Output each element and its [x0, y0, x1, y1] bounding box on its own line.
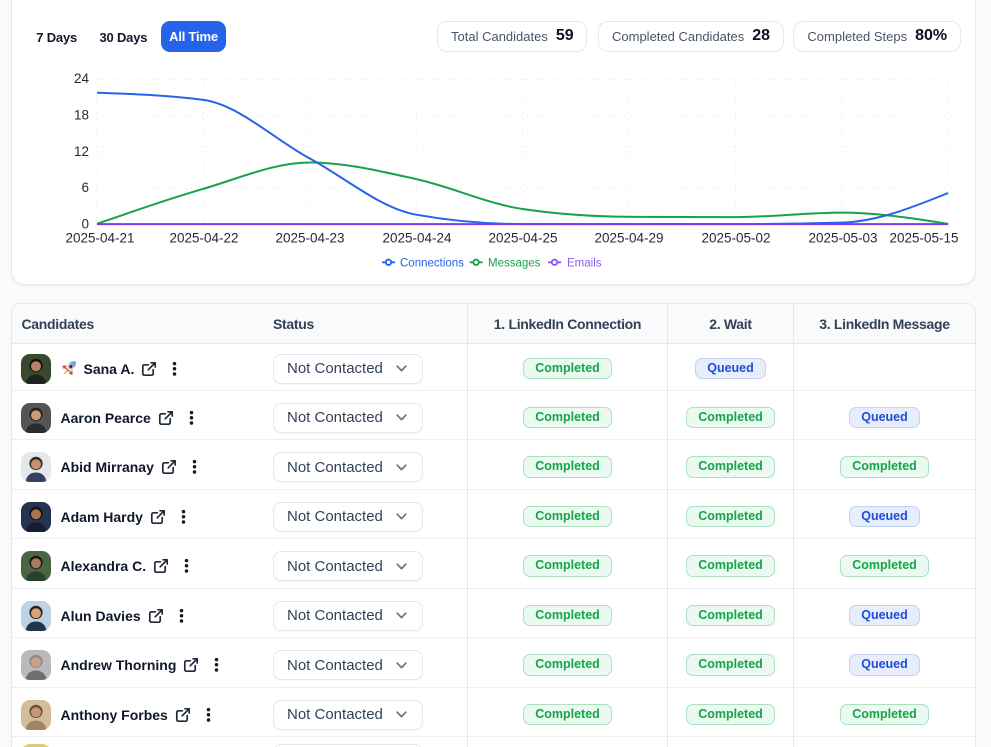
svg-text:0: 0	[81, 216, 89, 231]
svg-text:2025-05-03: 2025-05-03	[808, 231, 877, 246]
svg-text:2025-04-21: 2025-04-21	[65, 231, 134, 246]
svg-text:2025-04-23: 2025-04-23	[275, 231, 344, 246]
svg-text:24: 24	[74, 71, 90, 86]
svg-text:Connections: Connections	[400, 258, 464, 270]
svg-text:Messages: Messages	[488, 258, 541, 270]
svg-text:18: 18	[74, 108, 89, 123]
svg-text:12: 12	[74, 144, 89, 159]
svg-text:6: 6	[81, 180, 89, 195]
svg-text:2025-05-15: 2025-05-15	[889, 231, 958, 246]
svg-text:2025-05-02: 2025-05-02	[701, 231, 770, 246]
svg-text:2025-04-29: 2025-04-29	[594, 231, 663, 246]
svg-text:Emails: Emails	[567, 258, 602, 270]
svg-text:2025-04-25: 2025-04-25	[488, 231, 557, 246]
svg-text:2025-04-24: 2025-04-24	[382, 231, 452, 246]
svg-text:2025-04-22: 2025-04-22	[169, 231, 238, 246]
